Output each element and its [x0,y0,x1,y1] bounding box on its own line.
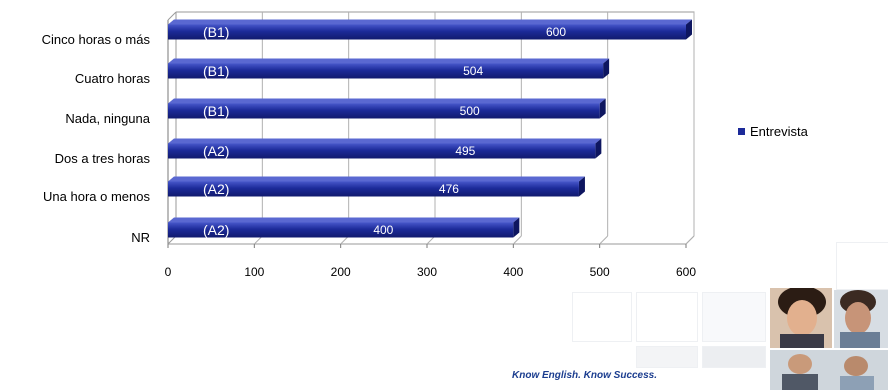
banner-tile [702,346,766,368]
tick-label: 600 [676,265,696,279]
category-label: Cuatro horas [75,71,151,86]
gridline-floor [599,235,609,245]
bar [168,181,579,197]
category-labels: Cinco horas o más Cuatro horas Nada, ningu… [42,32,151,245]
bar-side-face [578,176,585,197]
tagline: Know English. Know Success. [512,370,658,381]
category-label: Nada, ninguna [65,111,150,126]
tick-label: 100 [244,265,264,279]
bar-level-label: (B1) [203,103,229,119]
bar-side-face [513,217,520,238]
gridline-floor [685,235,695,245]
man-photo [834,290,888,348]
bar-value-label: 476 [439,182,459,196]
bar-side-face [595,138,602,159]
tick-label: 0 [165,265,172,279]
legend-swatch [738,128,745,135]
tick-label: 500 [590,265,610,279]
bar-value-label: 504 [463,64,483,78]
banner-tile [636,292,698,342]
bar-top-face [168,176,585,182]
plot-frame [167,11,695,245]
bar-level-label: (A2) [203,181,229,197]
bar [168,103,600,119]
banner-tile [636,346,698,368]
tick-label: 200 [331,265,351,279]
bar-side-face [686,19,692,40]
bar-value-label: 400 [373,223,393,237]
gridlines [167,12,695,248]
bar-side-face [599,98,606,119]
bar-value-label: 500 [460,104,480,118]
bar-top-face [168,58,610,64]
legend-label: Entrevista [750,124,808,139]
category-label: Dos a tres horas [55,151,151,166]
bar-side-face [603,58,610,79]
bar-top-face [168,217,520,223]
bar-top-face [168,98,606,104]
category-label: Cinco horas o más [42,32,151,47]
bar-top-face [168,19,692,25]
bar-value-label: 495 [455,144,475,158]
banner-tile [572,292,632,342]
banner-tile [702,292,766,342]
bar-level-label: (A2) [203,143,229,159]
tick-label: 300 [417,265,437,279]
woman-photo [770,288,832,348]
plot-top-bevel [167,11,177,21]
banner-tile [836,242,888,290]
bar-top-face [168,138,602,144]
category-label: NR [131,230,150,245]
category-label: Una hora o menos [43,189,150,204]
people-photo [770,350,888,390]
bars: 600 (B1) 504 (B1) 500 (B1) 495 (A2) 476 (A2) 400 (A… [168,19,692,238]
bar-level-label: (B1) [203,24,229,40]
bar [168,24,686,40]
bar-level-label: (A2) [203,222,229,238]
bar-level-label: (B1) [203,63,229,79]
bar [168,63,604,79]
bar [168,222,514,238]
tick-label: 400 [503,265,523,279]
gridline-floor [512,235,522,245]
bar-value-label: 600 [546,25,566,39]
tick-labels: 0 100 200 300 400 500 600 [165,265,697,279]
legend: Entrevista [738,124,808,139]
bar [168,143,596,159]
